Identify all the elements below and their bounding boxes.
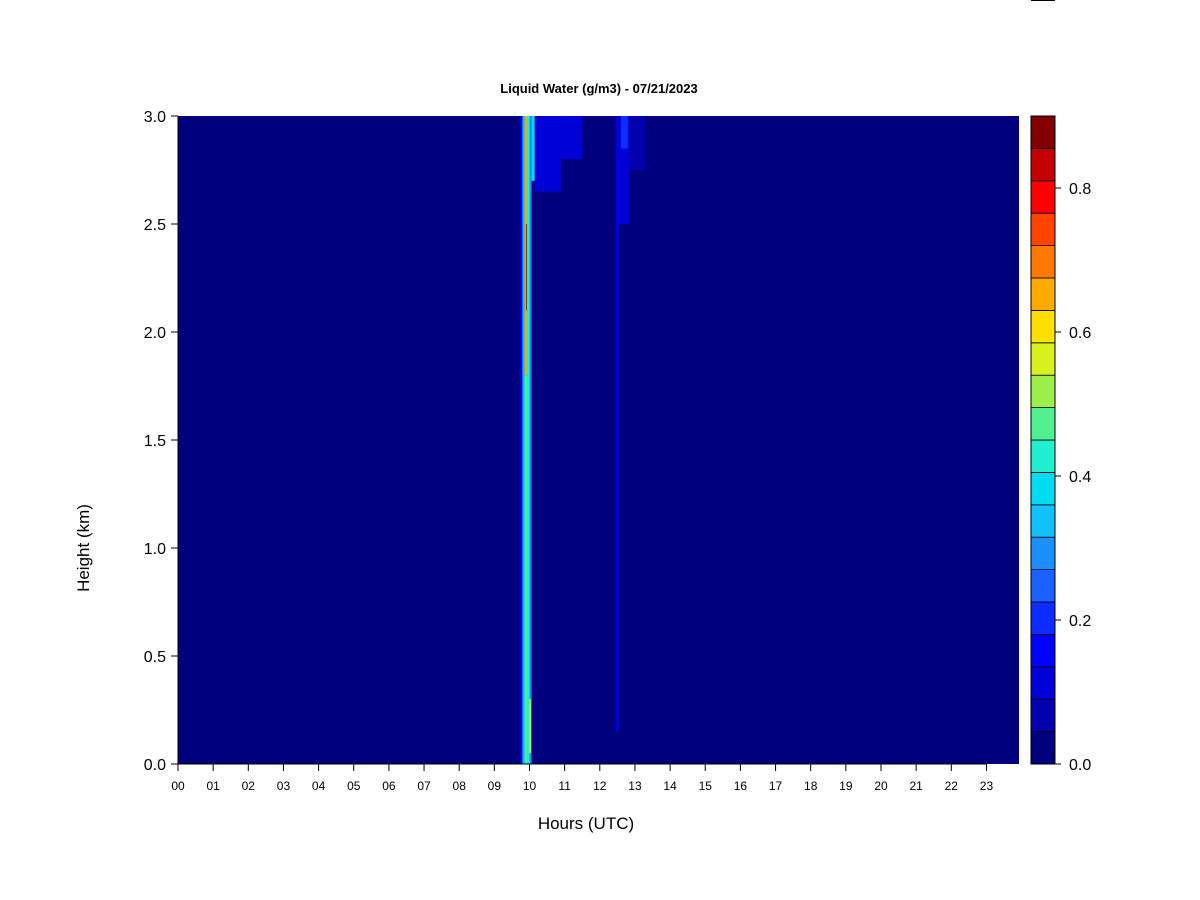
heatmap-cell-3 [524,116,528,376]
colorbar-swatch [1030,731,1056,765]
x-tick-label: 01 [206,779,220,793]
x-tick-label: 03 [277,779,291,793]
y-tick-label: 0.0 [144,757,166,774]
colorbar-swatch [1030,504,1056,538]
y-tick-label: 0.5 [144,649,166,666]
x-tick-label: 02 [242,779,256,793]
plot-background [178,116,1019,764]
heatmap-cell-6 [529,116,532,764]
heatmap-cell-8 [531,116,535,181]
colorbar-swatch [1030,180,1056,214]
x-axis-label: Hours (UTC) [538,814,634,833]
colorbar-tick-label: 0.0 [1069,757,1091,774]
x-tick-label: 23 [980,779,994,793]
x-tick-label: 12 [593,779,607,793]
y-tick-label: 1.5 [144,433,166,450]
colorbar-swatch [1030,342,1056,376]
colorbar-tick-label: 0.4 [1069,469,1091,486]
colorbar-swatch [1030,471,1056,506]
x-tick-label: 06 [382,779,396,793]
colorbar-swatch [1030,569,1056,603]
y-tick-label: 1.0 [144,541,166,558]
y-axis: 0.0 0.5 1.0 1.5 2.0 2.5 3.0 [144,109,179,774]
x-tick-label: 09 [488,779,502,793]
x-tick-label: 11 [558,779,571,793]
heatmap-cell-0 [520,116,523,764]
x-tick-label: 07 [417,779,431,793]
corner-mark [1031,0,1055,1]
heatmap-cell-5 [527,116,530,764]
chart-title: Liquid Water (g/m3) - 07/21/2023 [500,81,697,96]
colorbar-swatch [1030,407,1056,441]
colorbar-swatch [1030,309,1056,344]
heatmap-cell-12 [619,116,630,224]
x-tick-label: 04 [312,779,326,793]
heatmap-cell-11 [615,116,620,732]
colorbar-swatch [1030,115,1056,149]
colorbar-frame [1030,115,1056,765]
heatmap-cell-13 [620,116,628,149]
x-tick-label: 17 [769,779,783,793]
heatmap-cell-2 [524,375,528,764]
colorbar: 0.0 0.2 0.4 0.6 0.8 [1030,115,1091,774]
x-tick-label: 15 [699,779,713,793]
colorbar-swatch [1030,634,1056,668]
y-axis-label: Height (km) [74,504,93,592]
colorbar-swatch [1030,374,1056,409]
y-tick-label: 3.0 [144,109,166,126]
x-tick-label: 10 [523,779,537,793]
x-tick-label: 22 [945,779,959,793]
heatmap-cell-14 [629,116,646,170]
colorbar-tick-label: 0.6 [1069,325,1091,342]
x-tick-label: 13 [628,779,642,793]
colorbar-tick-label: 0.8 [1069,181,1091,198]
heatmap-cell-1 [522,116,525,764]
colorbar-swatch [1030,601,1056,635]
heatmap-cell-7 [529,699,531,754]
x-tick-label: 16 [734,779,748,793]
heatmap-cell-4 [525,224,528,311]
heatmap-cell-10 [561,116,583,160]
y-tick-label: 2.5 [144,217,166,234]
x-tick-label: 08 [453,779,467,793]
x-tick-label: 19 [839,779,853,793]
colorbar-swatch [1030,666,1056,700]
colorbar-tick-label: 0.2 [1069,613,1091,630]
colorbar-swatch [1030,277,1056,311]
colorbar-swatch [1030,439,1056,473]
x-tick-label: 21 [909,779,923,793]
colorbar-swatch [1030,212,1056,246]
x-tick-label: 00 [171,779,185,793]
colorbar-swatch [1030,698,1056,733]
heatmap-features [520,116,646,764]
x-axis: 00 01 02 03 04 05 06 07 08 09 10 11 12 13 14 15 16 17 18 19… [171,763,994,793]
x-tick-label: 05 [347,779,361,793]
colorbar-swatch [1030,147,1056,182]
x-tick-label: 20 [874,779,888,793]
plot-area [178,116,1019,764]
y-tick-label: 2.0 [144,325,166,342]
x-tick-label: 18 [804,779,818,793]
heatmap-cell-9 [534,116,562,192]
colorbar-swatch [1030,245,1056,279]
colorbar-swatch [1030,536,1056,571]
x-tick-label: 14 [663,779,677,793]
